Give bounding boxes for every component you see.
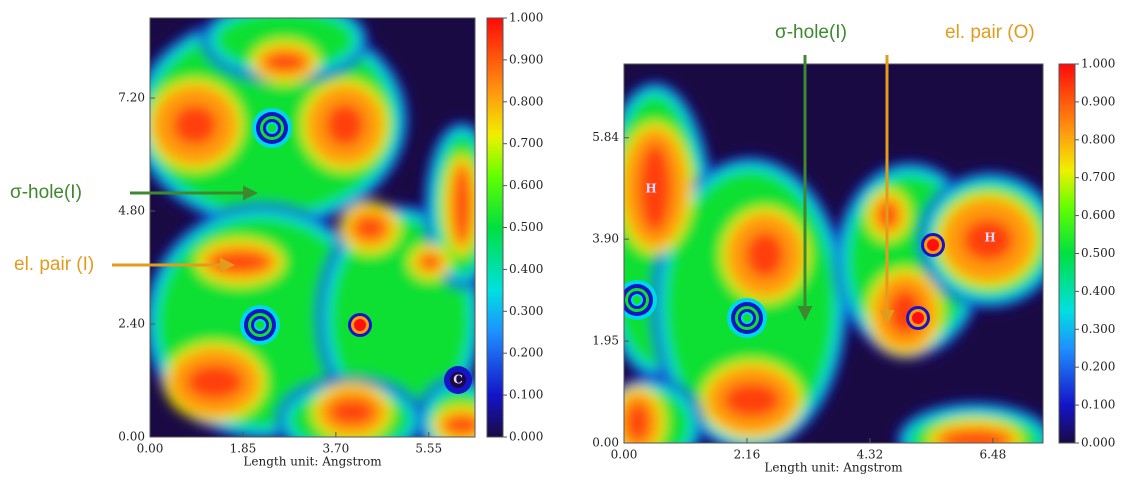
y-tick-label: 5.84 [592, 130, 619, 144]
y-tick-label: 2.40 [118, 317, 145, 331]
nucleus-ring [633, 296, 641, 304]
colorbar-tick-label: 0.500 [1081, 246, 1115, 260]
field [131, 0, 504, 464]
y-tick-label: 0.00 [118, 430, 145, 444]
x-tick-label: 6.48 [980, 448, 1007, 462]
colorbar-tick-label: 0.700 [1081, 170, 1115, 184]
nucleus-ring [268, 124, 276, 132]
heatmap-chart: C 0.00 1.85 3.70 5.55 Length unit: Angstrom 0.… [10, 0, 543, 469]
nucleus-ring [927, 239, 939, 251]
x-tick-label: 0.00 [611, 448, 638, 462]
field-region [326, 104, 364, 146]
field-region [356, 218, 384, 238]
atom-label: H [984, 231, 995, 245]
heatmap-chart: H H 0.00 2.16 4.32 6.48 Length unit: Angstrom 0… [592, 22, 1115, 477]
colorbar-tick-label: 0.100 [1081, 398, 1115, 412]
colorbar-tick-label: 0.900 [509, 52, 543, 66]
field-region [421, 256, 439, 268]
colorbar-tick-label: 0.200 [509, 346, 543, 360]
annotation: σ-hole(I) [775, 22, 847, 43]
y-tick-label: 1.95 [592, 334, 619, 348]
colorbar-tick-label: 0.000 [1081, 436, 1115, 450]
colorbar [1059, 64, 1075, 443]
colorbar-tick-label: 0.500 [509, 220, 543, 234]
field-region [211, 253, 269, 271]
x-axis-label: Length unit: Angstrom [243, 455, 382, 469]
nucleus-ring [256, 321, 264, 329]
y-tick-label: 3.90 [592, 232, 619, 246]
field-region [724, 383, 780, 417]
colorbar-tick-label: 0.800 [509, 94, 543, 108]
x-axis-label: Length unit: Angstrom [764, 461, 903, 475]
x-tick-label: 1.85 [230, 442, 257, 456]
y-tick-label: 7.20 [118, 91, 145, 105]
field-region [746, 232, 784, 278]
x-tick-label: 0.00 [137, 442, 164, 456]
x-tick-label: 5.55 [415, 442, 442, 456]
field-region [446, 418, 479, 433]
annotation: σ-hole(I) [10, 182, 82, 203]
x-tick-label: 3.70 [322, 442, 349, 456]
colorbar-tick-label: 0.300 [509, 304, 543, 318]
colorbar-tick-label: 0.100 [509, 388, 543, 402]
colorbar-tick-label: 0.700 [509, 136, 543, 150]
field-region [330, 400, 374, 424]
field-region [941, 432, 1009, 448]
field-region [627, 403, 649, 441]
colorbar-tick-label: 0.300 [1081, 322, 1115, 336]
field-region [455, 167, 469, 243]
nucleus-ring [743, 314, 751, 322]
nucleus-ring [912, 312, 924, 324]
y-tick-label: 0.00 [592, 436, 619, 450]
colorbar-tick-label: 0.600 [509, 178, 543, 192]
atom-label: H [645, 182, 656, 196]
colorbar-tick-label: 0.200 [1081, 360, 1115, 374]
colorbar-tick-label: 0.900 [1081, 94, 1115, 108]
field-region [187, 365, 243, 399]
y-tick-label: 4.80 [118, 204, 145, 218]
annotation: el. pair (I) [14, 254, 94, 275]
colorbar-tick-label: 0.400 [1081, 284, 1115, 298]
field-region [173, 105, 217, 145]
x-tick-label: 2.16 [734, 448, 761, 462]
colorbar-tick-label: 0.000 [509, 430, 543, 444]
colorbar-tick-label: 0.600 [1081, 208, 1115, 222]
annotation: el. pair (O) [945, 22, 1035, 43]
colorbar-tick-label: 1.000 [1081, 57, 1115, 71]
figure: C 0.00 1.85 3.70 5.55 Length unit: Angstrom 0.… [0, 0, 1123, 477]
atom-label: C [453, 373, 463, 387]
nucleus-ring [354, 319, 366, 331]
colorbar-tick-label: 0.800 [1081, 132, 1115, 146]
colorbar-tick-label: 0.400 [509, 262, 543, 276]
field-region [265, 54, 305, 70]
colorbar-tick-label: 1.000 [509, 11, 543, 25]
field [593, 64, 1062, 477]
x-tick-label: 4.32 [857, 448, 884, 462]
colorbar [487, 18, 503, 437]
